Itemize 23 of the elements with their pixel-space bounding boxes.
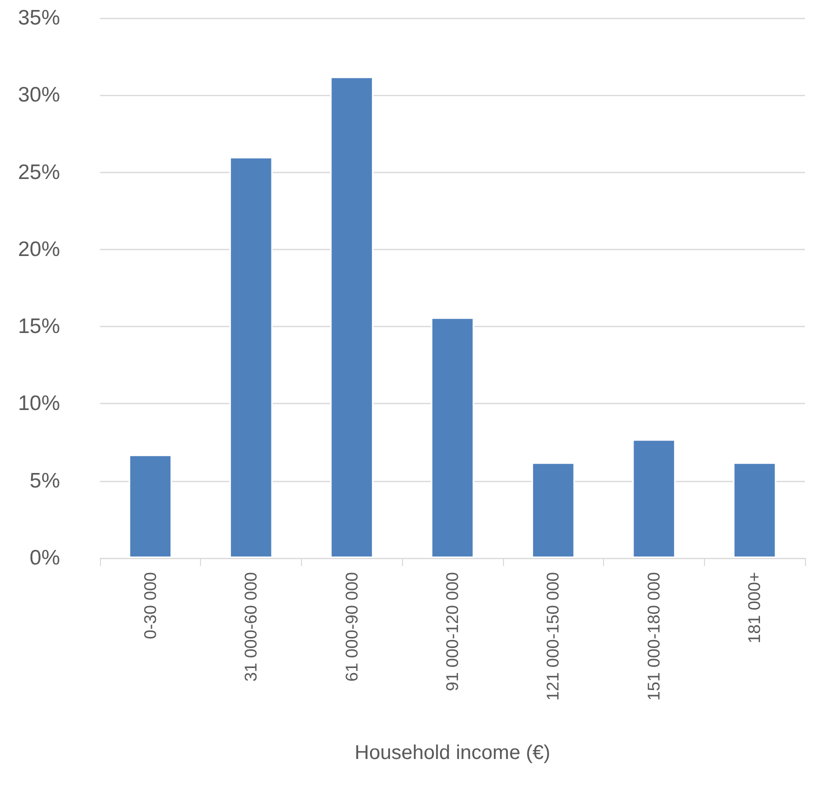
bar: [732, 462, 776, 558]
y-tick-label: 25%: [18, 160, 60, 184]
bar: [430, 317, 474, 558]
x-tick-label: 91 000-120 000: [443, 572, 462, 692]
bar: [532, 462, 575, 558]
y-tick-label: 35%: [18, 6, 60, 30]
x-tick-label: 61 000-90 000: [342, 572, 362, 682]
bar: [128, 454, 172, 558]
y-tick-label: 30%: [18, 84, 60, 107]
y-tick-label: 5%: [30, 469, 60, 492]
y-tick-label: 0%: [30, 546, 60, 570]
bar: [229, 156, 273, 558]
bar: [330, 76, 374, 558]
y-tick-label: 20%: [18, 238, 60, 261]
x-tick-label: 181 000+: [745, 572, 764, 644]
x-tick-label: 121 000-150 000: [544, 572, 563, 701]
y-tick-label: 15%: [18, 315, 60, 338]
x-tick-label: 151 000-180 000: [644, 572, 664, 701]
x-tick-label: 0-30 000: [140, 572, 160, 640]
x-axis-title: Household income (€): [354, 742, 550, 764]
bar: [632, 439, 676, 558]
x-tick-label: 31 000-60 000: [242, 572, 261, 682]
y-tick-label: 10%: [18, 392, 60, 416]
